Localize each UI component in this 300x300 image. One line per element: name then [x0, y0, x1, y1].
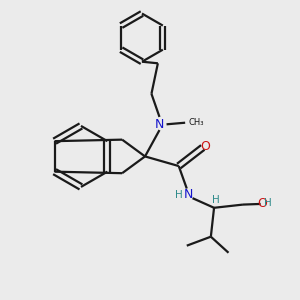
Text: CH₃: CH₃ — [188, 118, 204, 127]
Text: H: H — [175, 190, 183, 200]
Text: N: N — [184, 188, 193, 202]
Text: O: O — [257, 197, 267, 210]
Text: H: H — [212, 195, 220, 205]
Text: O: O — [200, 140, 210, 153]
Text: N: N — [155, 118, 164, 131]
Text: H: H — [264, 198, 272, 208]
